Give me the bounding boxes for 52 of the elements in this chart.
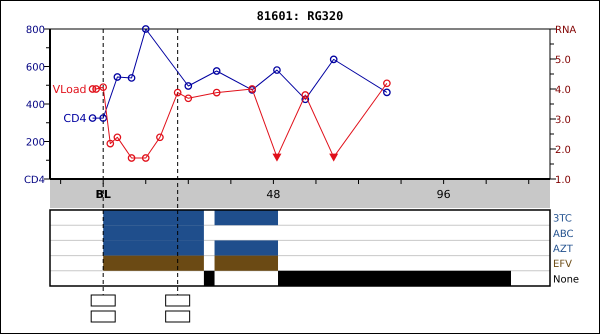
- y2-tick-label: 3.0: [555, 115, 571, 126]
- bar: [103, 256, 204, 271]
- point: [128, 74, 136, 82]
- point: [383, 88, 391, 96]
- y-tick-label: 600: [26, 62, 45, 74]
- point: [106, 140, 114, 148]
- y2-tick-label: 2.0: [555, 145, 571, 156]
- point: [142, 25, 150, 33]
- y-tick-label: None: [553, 274, 580, 286]
- point: [114, 133, 122, 142]
- point: [184, 94, 192, 102]
- point: [273, 66, 281, 74]
- point: [212, 67, 221, 75]
- y2-tick-label: 1.0: [555, 175, 571, 186]
- point: [99, 114, 108, 122]
- x-tick-label: 48: [266, 188, 280, 201]
- point: [301, 95, 310, 104]
- y-tick-label: 3TC: [553, 214, 572, 225]
- point: [329, 154, 338, 162]
- point: [128, 154, 136, 162]
- chart-title: 81601: RG320: [256, 9, 344, 23]
- bar: [214, 240, 278, 256]
- point: [272, 154, 282, 162]
- point: [383, 79, 391, 88]
- point: [114, 73, 122, 81]
- y2-tick-label: 4.0: [555, 85, 571, 96]
- point: [184, 82, 192, 90]
- y-tick-label: EFV: [553, 259, 572, 270]
- point: [92, 85, 100, 93]
- point: [142, 154, 150, 162]
- x-tick-label: 96: [436, 188, 451, 201]
- y2-tick-label: RNA: [555, 25, 576, 36]
- bar: [214, 256, 278, 271]
- y2-tick-label: 5.0: [555, 55, 571, 66]
- bar: [214, 210, 278, 226]
- point: [174, 88, 182, 96]
- point: [99, 83, 108, 92]
- y-tick-label: ABC: [553, 228, 574, 240]
- point: [212, 88, 221, 96]
- point: [330, 56, 338, 64]
- point: [156, 133, 164, 142]
- y-tick-label: CD4: [24, 175, 45, 186]
- series-label: VLoad: [52, 83, 87, 96]
- series-label: CD4: [63, 112, 87, 126]
- point: [301, 91, 310, 99]
- y-tick-label: 200: [26, 138, 45, 148]
- y-tick-label: 400: [26, 100, 45, 111]
- y-tick-label: AZT: [553, 244, 574, 255]
- y-tick-label: 800: [26, 25, 45, 36]
- x-tick-label: BL: [95, 188, 111, 201]
- point: [88, 114, 96, 122]
- point: [88, 85, 96, 93]
